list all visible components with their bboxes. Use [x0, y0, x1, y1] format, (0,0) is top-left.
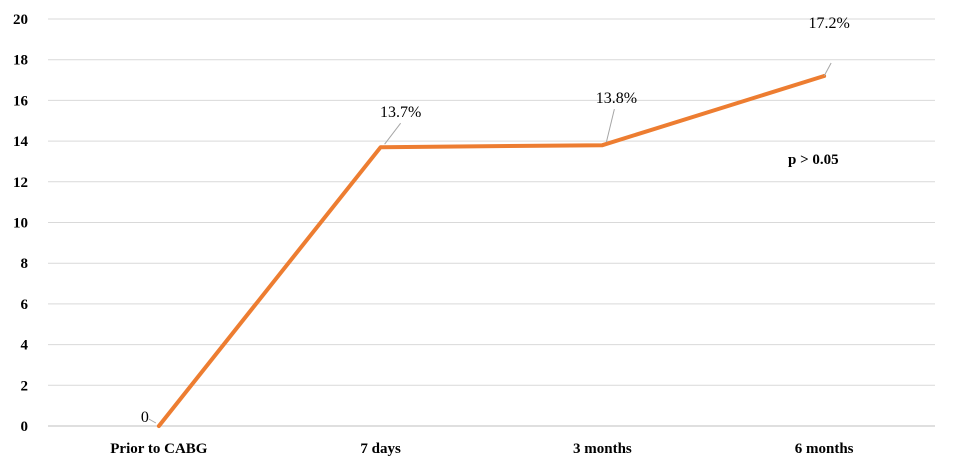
series-line	[156, 74, 827, 428]
y-tick-label: 2	[21, 378, 29, 394]
data-point	[157, 424, 161, 428]
y-tick-label: 8	[21, 256, 29, 272]
data-point	[600, 143, 605, 147]
series-layer	[156, 74, 827, 428]
y-tick-label: 18	[13, 53, 28, 69]
data-labels: 0 13.7% 13.8% 17.2%	[141, 15, 850, 426]
y-axis-ticks: 0 2 4 6 8 10 12 14 16 18 20	[13, 12, 29, 435]
leader-line	[384, 122, 402, 145]
y-tick-label: 14	[13, 134, 29, 150]
leader-line	[823, 62, 832, 77]
x-tick-label: Prior to CABG	[110, 441, 208, 457]
y-tick-label: 4	[21, 338, 29, 354]
x-tick-label: 6 months	[795, 441, 854, 457]
data-label: 0	[141, 409, 149, 426]
leader-line	[148, 418, 157, 424]
leader-line	[605, 109, 615, 143]
data-label: 17.2%	[808, 15, 849, 32]
p-value-annotation: p > 0.05	[788, 152, 839, 168]
x-axis: Prior to CABG 7 days 3 months 6 months	[110, 441, 853, 457]
gridlines	[48, 18, 935, 427]
x-tick-label: 7 days	[360, 441, 401, 457]
data-label: 13.7%	[380, 104, 421, 121]
y-tick-label: 20	[13, 12, 28, 28]
x-tick-label: 3 months	[573, 441, 632, 457]
y-tick-label: 6	[21, 297, 29, 313]
y-tick-label: 0	[21, 419, 29, 435]
y-tick-label: 10	[13, 216, 28, 232]
y-tick-label: 12	[13, 175, 28, 191]
data-point	[378, 145, 383, 150]
y-tick-label: 16	[13, 93, 29, 109]
data-label: 13.8%	[596, 90, 637, 107]
